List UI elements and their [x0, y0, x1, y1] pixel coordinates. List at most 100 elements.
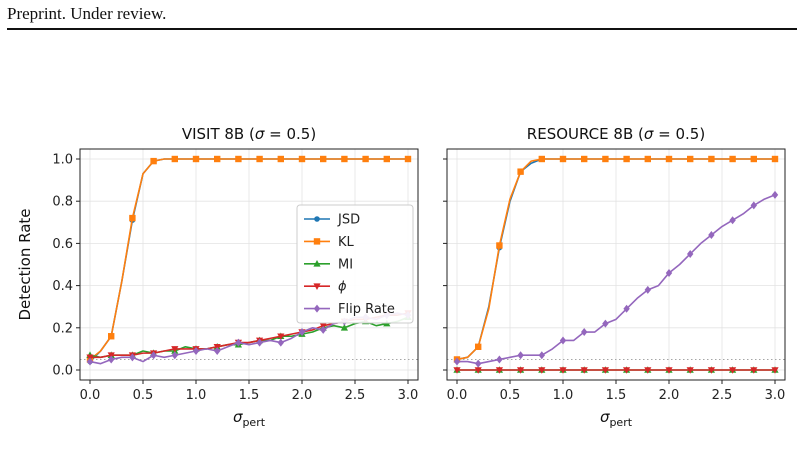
legend-entry: KL	[304, 235, 355, 250]
panel-title: RESOURCE 8B (σ = 0.5)	[527, 125, 705, 143]
data-point	[192, 155, 200, 163]
data-point	[580, 367, 588, 374]
x-tick-label: 1.0	[553, 388, 574, 403]
data-point	[559, 367, 567, 374]
data-point	[362, 155, 369, 163]
data-point	[708, 230, 715, 239]
y-axis-title: Detection Rate	[16, 208, 34, 320]
y-tick-label: 0.6	[52, 237, 73, 252]
data-point	[496, 355, 503, 364]
data-point	[729, 367, 737, 374]
series-line	[89, 158, 408, 361]
data-point	[729, 155, 736, 163]
data-point	[277, 338, 284, 347]
x-tick-label: 2.5	[712, 388, 733, 403]
legend-label: MI	[338, 257, 353, 272]
panel-title-param: σ	[255, 125, 265, 143]
x-axis-title-main: σ	[233, 408, 243, 426]
data-point	[171, 351, 178, 360]
data-point	[687, 155, 694, 163]
x-tick-label: 2.0	[292, 388, 313, 403]
data-point	[171, 155, 178, 163]
data-point	[623, 367, 631, 374]
data-point	[256, 155, 263, 163]
x-tick-label: 0.5	[133, 388, 154, 403]
legend-entry: Flip Rate	[304, 302, 395, 317]
x-tick-label: 0.0	[447, 388, 468, 403]
x-axis-title-sub: pert	[242, 416, 265, 429]
x-tick-label: 2.5	[345, 388, 366, 403]
x-tick-label: 1.0	[186, 388, 207, 403]
y-tick-label: 0.4	[52, 279, 73, 294]
data-point	[771, 367, 779, 374]
data-point	[538, 367, 546, 374]
data-point	[108, 333, 115, 340]
legend-entry: MI	[304, 257, 353, 272]
data-point	[192, 347, 200, 356]
data-point	[601, 367, 609, 374]
data-point	[129, 353, 136, 362]
data-point	[474, 367, 482, 374]
data-point	[517, 351, 524, 360]
panel-title: VISIT 8B (σ = 0.5)	[182, 125, 316, 143]
data-point	[750, 367, 758, 374]
data-point	[750, 155, 757, 163]
x-axis-title: σpert	[233, 408, 266, 429]
x-tick-label: 2.0	[659, 388, 680, 403]
data-point	[581, 155, 588, 163]
legend-marker	[313, 283, 321, 290]
data-point	[495, 367, 503, 374]
data-point	[559, 155, 567, 163]
panel-title-param: σ	[644, 125, 654, 143]
data-point	[277, 333, 285, 341]
data-point	[771, 155, 779, 163]
data-point	[298, 328, 306, 337]
series-line	[456, 158, 775, 361]
data-point	[708, 155, 715, 163]
data-point	[707, 367, 715, 374]
data-point	[150, 157, 157, 165]
x-tick-label: 0.5	[500, 388, 521, 403]
panel-title-tail: = 0.5)	[264, 125, 316, 143]
data-point	[623, 155, 630, 163]
data-point	[771, 190, 779, 199]
data-point	[320, 155, 327, 163]
data-point	[496, 242, 503, 249]
data-point	[341, 155, 348, 163]
series-line	[457, 194, 776, 365]
legend-label: Flip Rate	[338, 302, 395, 317]
x-axis-title: σpert	[600, 408, 633, 429]
data-point	[665, 367, 673, 374]
data-point	[581, 328, 588, 337]
legend-marker	[313, 260, 321, 267]
series-3	[453, 367, 779, 374]
series-1	[453, 155, 779, 363]
panel-title-tail: = 0.5)	[653, 125, 705, 143]
legend: JSD KL MI ϕ Flip Rate	[296, 204, 414, 324]
data-point	[235, 338, 242, 347]
legend-label: KL	[338, 235, 355, 250]
data-point	[750, 201, 757, 210]
data-point	[559, 336, 567, 345]
data-point	[256, 338, 263, 347]
data-point	[517, 168, 524, 175]
data-point	[86, 357, 94, 366]
series-4	[453, 190, 779, 368]
data-point	[538, 155, 545, 163]
data-point	[687, 249, 694, 258]
x-tick-label: 1.5	[606, 388, 627, 403]
legend-box	[296, 204, 414, 324]
legend-label: JSD	[337, 213, 360, 228]
x-tick-label: 1.5	[239, 388, 260, 403]
data-point	[644, 285, 651, 294]
data-point	[214, 347, 221, 356]
data-point	[644, 155, 651, 163]
data-point	[623, 304, 630, 313]
data-point	[383, 155, 390, 163]
data-point	[475, 343, 482, 350]
header-rule	[7, 28, 797, 30]
data-point	[453, 367, 461, 374]
data-point	[171, 346, 179, 353]
